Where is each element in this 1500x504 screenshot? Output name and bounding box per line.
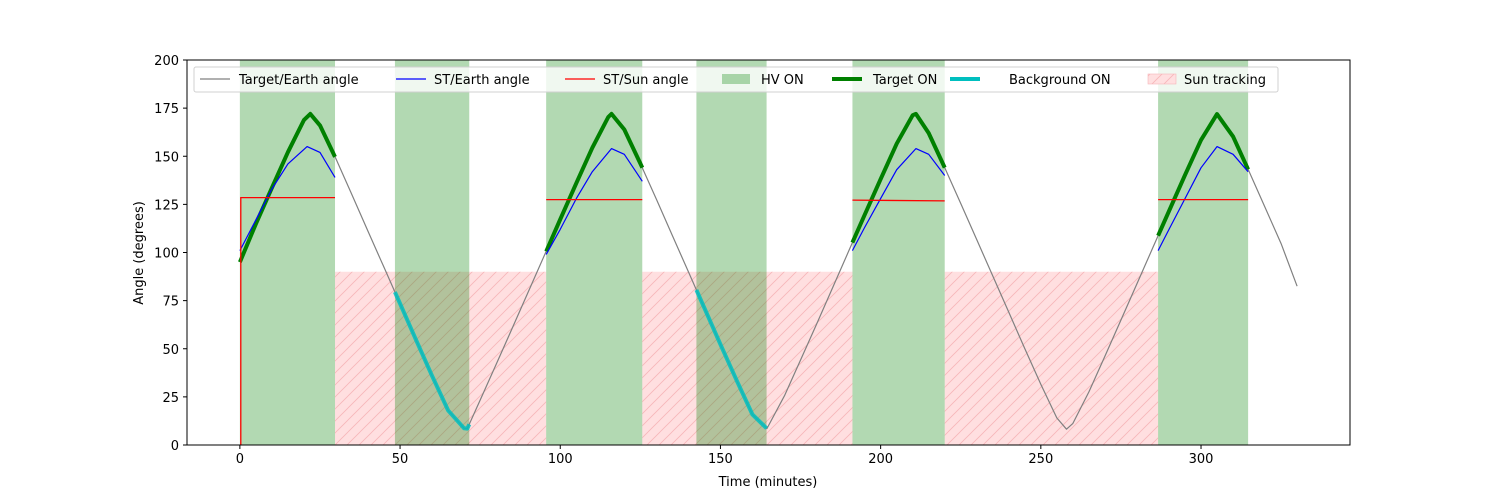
st-sun-angle-segment [852, 199, 945, 202]
y-axis-label: Angle (degrees) [132, 201, 147, 305]
legend-label: HV ON [761, 73, 804, 88]
y-tick-label: 150 [154, 150, 179, 165]
sun-tracking-band [335, 271, 547, 445]
target-on-segment [850, 111, 947, 244]
legend-label: Target ON [872, 73, 937, 88]
y-tick-label: 175 [154, 102, 179, 117]
y-tick-label: 25 [162, 391, 179, 406]
y-axis: 0 25 50 75 100 125 150 175 200 [154, 54, 187, 454]
st-earth-angle-segment [545, 148, 643, 255]
legend-label: ST/Sun angle [603, 73, 689, 88]
sun-tracking-band [944, 271, 1159, 445]
legend-label: Target/Earth angle [238, 73, 359, 88]
legend: Target/Earth angle ST/Earth angle ST/Sun a… [193, 66, 1279, 93]
st-earth-angle-segment [1157, 146, 1249, 251]
x-axis: 0 50 100 150 200 250 300 [236, 445, 1214, 467]
legend-label: Sun tracking [1184, 73, 1266, 88]
background-on-segment [694, 289, 768, 430]
hv-on-band [239, 60, 336, 445]
legend-handle-hatch [1147, 73, 1177, 85]
y-tick-label: 50 [162, 343, 179, 358]
hv-on-band [546, 60, 643, 445]
y-tick-label: 75 [162, 295, 179, 310]
y-tick-label: 200 [154, 54, 179, 69]
x-tick-label: 200 [868, 452, 893, 467]
series-lines [238, 111, 1298, 445]
target-on-segment [1156, 112, 1250, 237]
sun-tracking-band [642, 271, 853, 445]
st-earth-angle-segment [239, 146, 336, 251]
background-on-segment [393, 291, 472, 431]
x-tick-label: 100 [548, 452, 573, 467]
x-tick-label: 250 [1028, 452, 1053, 467]
st-earth-angle-segment [851, 148, 946, 251]
hv-on-band [394, 60, 470, 445]
x-tick-label: 50 [392, 452, 409, 467]
hv-on-band [852, 60, 945, 445]
legend-handle-patch [722, 74, 750, 84]
y-tick-label: 125 [154, 198, 179, 213]
hv-on-band [696, 60, 767, 445]
y-tick-label: 0 [171, 439, 179, 454]
st-sun-angle-segment [240, 196, 335, 445]
x-tick-label: 0 [236, 452, 244, 467]
x-axis-label: Time (minutes) [718, 475, 818, 490]
target-on-segment [238, 111, 337, 263]
x-tick-label: 300 [1189, 452, 1214, 467]
legend-label: ST/Earth angle [434, 73, 530, 88]
hv-on-band [1158, 60, 1249, 445]
target-on-segment [544, 111, 645, 253]
background-bands [239, 60, 1249, 445]
y-tick-label: 100 [154, 247, 179, 262]
x-tick-label: 150 [708, 452, 733, 467]
legend-label: Background ON [1009, 73, 1111, 88]
